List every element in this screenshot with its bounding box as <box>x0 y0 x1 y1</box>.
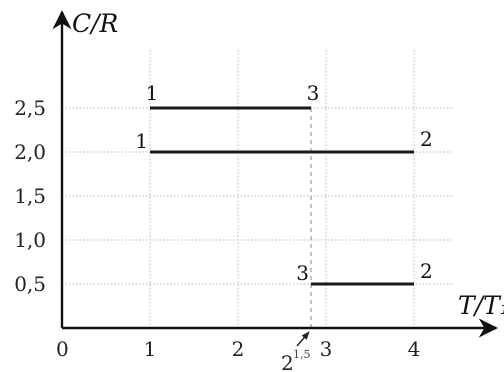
x-tick-label: 4 <box>408 337 421 361</box>
series-start-label: 1 <box>146 81 159 105</box>
tick-labels: 1 2 3 4 0,5 1,0 1,5 2,0 2,5 <box>14 96 420 361</box>
annotation-superscript: 1,5 <box>293 348 311 361</box>
x-tick-label: 3 <box>320 337 333 361</box>
x-origin-label: 0 <box>56 337 69 361</box>
y-tick-label: 0,5 <box>14 272 46 296</box>
series-end-label: 3 <box>307 81 320 105</box>
y-tick-label: 2,5 <box>14 96 46 120</box>
series-group: 1 3 1 2 3 2 <box>135 81 433 286</box>
annotation-arrow <box>296 331 310 347</box>
y-tick-label: 1,5 <box>14 184 46 208</box>
series-start-label: 3 <box>296 261 309 285</box>
series-end-label: 2 <box>420 127 433 151</box>
y-tick-label: 2,0 <box>14 140 46 164</box>
series-start-label: 1 <box>135 129 148 153</box>
annotation-group: 2 1,5 <box>281 331 311 372</box>
x-axis-title: T/T₁ <box>458 291 504 320</box>
y-axis-title: C/R <box>72 9 118 38</box>
grid <box>62 50 452 328</box>
x-tick-label: 1 <box>144 337 157 361</box>
y-tick-label: 1,0 <box>14 228 46 252</box>
x-tick-label: 2 <box>232 337 245 361</box>
annotation-label: 2 <box>281 351 294 372</box>
series-end-label: 2 <box>420 259 433 283</box>
